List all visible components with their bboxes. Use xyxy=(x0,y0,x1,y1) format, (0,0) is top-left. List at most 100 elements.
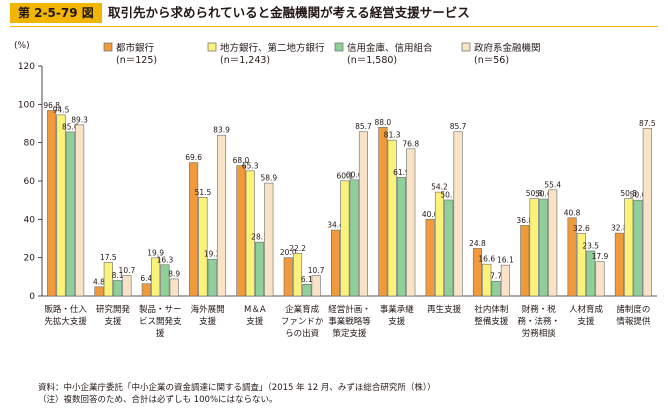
bar xyxy=(482,263,492,297)
bar xyxy=(529,198,539,297)
x-tick-label: 海外展開 xyxy=(191,304,225,315)
bar xyxy=(491,280,501,297)
bar xyxy=(453,131,463,297)
bar xyxy=(330,229,341,297)
data-label: 68.0 xyxy=(233,156,250,165)
x-tick-label: 人材育成 xyxy=(569,304,604,315)
x-tick-label: 再生支援 xyxy=(427,304,462,315)
bar xyxy=(444,199,454,297)
data-label: 40.0 xyxy=(422,210,439,219)
bar xyxy=(160,264,170,297)
legend-swatch-3 xyxy=(334,42,344,52)
x-tick-label: ファンドか xyxy=(281,317,324,327)
data-label: 83.9 xyxy=(213,126,230,135)
bar xyxy=(65,131,75,297)
data-label: 22.2 xyxy=(289,244,306,253)
data-label: 19.2 xyxy=(204,250,221,259)
data-label: 50.8 xyxy=(526,189,543,198)
x-tick-label: らの出資 xyxy=(285,328,319,339)
footnote-source-text: 中小企業庁委託「中小企業の資金調達に関する調査」（2015 年 12 月、みずほ… xyxy=(63,383,436,393)
data-label: 89.3 xyxy=(71,115,88,124)
bar xyxy=(567,217,577,297)
data-label: 6.4 xyxy=(140,274,152,283)
bar xyxy=(292,253,303,297)
data-label: 51.5 xyxy=(195,188,212,197)
data-label: 10.7 xyxy=(308,266,325,275)
data-label: 10.7 xyxy=(119,266,136,275)
bar xyxy=(113,280,123,297)
data-label: 8.9 xyxy=(168,269,180,278)
bar xyxy=(94,286,104,297)
data-label: 87.5 xyxy=(639,119,656,128)
data-label: 40.8 xyxy=(564,208,581,217)
bar xyxy=(349,179,359,297)
bar xyxy=(56,114,66,297)
y-tick-label: 0 xyxy=(29,292,35,302)
data-label: 50.6 xyxy=(535,190,552,199)
figure-header: 第 2-5-79 図 取引先から求められていると金融機関が考える経営支援サービス xyxy=(0,0,668,27)
data-label: 17.5 xyxy=(100,253,117,262)
data-label: 85.7 xyxy=(355,122,372,131)
data-label: 65.3 xyxy=(242,161,259,170)
x-tick-label: 先拡大支援 xyxy=(44,316,87,327)
footnote-note-text: 複数回答のため、合計は必ずしも 100%にはならない。 xyxy=(63,395,278,405)
data-label: 85.6 xyxy=(62,122,79,131)
x-tick-label: 研究開発 xyxy=(96,304,131,315)
data-label: 85.7 xyxy=(450,122,467,131)
y-tick-label: 40 xyxy=(24,215,36,225)
data-label: 54.2 xyxy=(431,183,448,192)
data-label: 17.9 xyxy=(592,252,609,261)
legend-label-2-line-2: (n＝1,243) xyxy=(220,55,270,66)
legend-swatch-4 xyxy=(461,42,471,52)
x-tick-label: 支援 xyxy=(388,316,406,327)
bar xyxy=(434,191,445,297)
bar xyxy=(169,278,179,297)
bar xyxy=(198,196,208,297)
data-label: 55.4 xyxy=(544,180,561,189)
bar xyxy=(406,148,416,297)
bar xyxy=(47,110,57,297)
bar xyxy=(236,165,246,297)
x-tick-label: 社内体制 xyxy=(474,304,508,315)
bar xyxy=(576,233,586,297)
footnote-source: 資料：中小企業庁委託「中小企業の資金調達に関する調査」（2015 年 12 月、… xyxy=(38,382,436,394)
footnotes: 資料：中小企業庁委託「中小企業の資金調達に関する調査」（2015 年 12 月、… xyxy=(38,382,436,406)
y-tick-label: 20 xyxy=(24,254,36,264)
figure-number-badge: 第 2-5-79 図 xyxy=(10,3,102,23)
legend-label-2-line-1: 地方銀行、第二地方銀行 xyxy=(220,42,325,54)
x-tick-label: 務・法務・ xyxy=(517,316,560,327)
y-tick-label: 60 xyxy=(24,177,36,187)
bar xyxy=(633,199,643,297)
bar xyxy=(586,250,596,297)
x-tick-label: 情報提供 xyxy=(616,316,651,327)
figure-title: 取引先から求められていると金融機関が考える経営支援サービス xyxy=(108,5,470,20)
bar xyxy=(548,189,558,297)
bar xyxy=(538,198,548,297)
x-tick-label: 整備支援 xyxy=(474,316,509,327)
x-tick-label: 支援 xyxy=(246,316,264,327)
legend-label-3-line-1: 信用金庫、信用組合 xyxy=(347,42,433,54)
footnote-source-label: 資料： xyxy=(38,383,64,393)
legend-label-4-line-1: 政府系金融機関 xyxy=(474,42,541,54)
x-tick-label: 策定支援 xyxy=(332,328,367,339)
bar xyxy=(302,284,312,297)
data-label: 60.1 xyxy=(336,171,353,180)
data-label: 16.6 xyxy=(478,255,495,264)
legend-swatch-1 xyxy=(103,42,113,52)
bar xyxy=(245,170,255,297)
x-tick-label: 支援 xyxy=(199,316,217,327)
bar xyxy=(500,264,510,297)
x-tick-label: 諸制度の xyxy=(616,304,650,315)
data-label: 16.3 xyxy=(157,255,174,264)
x-tick-label: 財務・税 xyxy=(522,304,557,315)
y-axis-unit-label: (%) xyxy=(14,41,30,51)
bar xyxy=(151,257,161,297)
legend-label-3-line-2: (n＝1,580) xyxy=(347,55,397,66)
data-label: 19.9 xyxy=(147,248,164,257)
data-label: 58.9 xyxy=(260,174,277,183)
bar xyxy=(387,139,397,297)
x-tick-label: 事業戦略等 xyxy=(328,316,371,327)
bar xyxy=(216,134,227,297)
x-tick-label: 労務相談 xyxy=(522,328,557,339)
bar-chart: (%) 都市銀行(n＝125) 地方銀行、第二地方銀行(n＝1,243) 信用金庫、信… xyxy=(14,41,657,339)
